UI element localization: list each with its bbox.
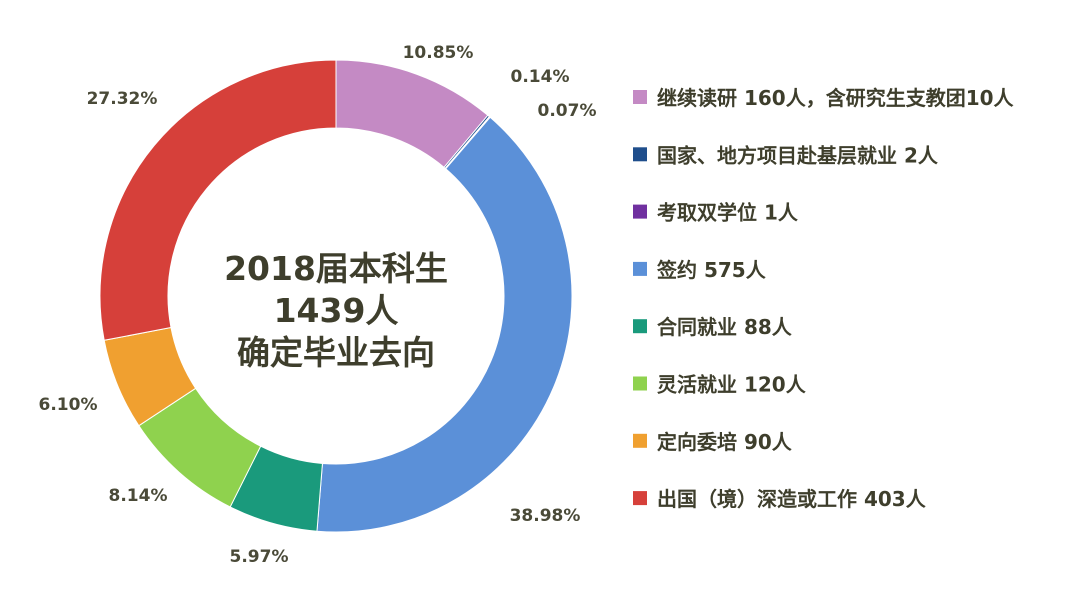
slice-label-0: 10.85% (403, 43, 474, 63)
legend-swatch-4 (633, 319, 647, 334)
slice-label-5: 8.14% (109, 486, 168, 506)
slice-labels: 10.85% 0.14% 0.07% 38.98% 5.97% 8.14% 6.10% 27.… (39, 43, 597, 567)
legend-swatch-6 (633, 433, 647, 448)
donut-slices (99, 59, 573, 533)
legend-label-2: 考取双学位 1人 (657, 201, 799, 225)
legend-label-5: 灵活就业 120人 (657, 373, 807, 397)
center-text: 2018届本科生 1439人 确定毕业去向 (224, 249, 448, 372)
slice-label-2: 0.07% (538, 101, 597, 121)
slice-label-1: 0.14% (511, 67, 570, 87)
legend-label-3: 签约 575人 (656, 258, 767, 282)
legend-swatch-1 (633, 147, 647, 162)
legend-label-1: 国家、地方项目赴基层就业 2人 (657, 143, 939, 167)
legend-swatch-5 (633, 376, 647, 391)
legend-label-4: 合同就业 88人 (657, 315, 793, 339)
slice-label-3: 38.98% (510, 506, 581, 526)
legend-label-7: 出国（境）深造或工作 403人 (657, 487, 927, 511)
legend-label-6: 定向委培 90人 (657, 430, 793, 454)
slice-3 (316, 116, 573, 533)
legend-swatch-3 (633, 261, 647, 276)
slice-label-7: 27.32% (87, 89, 158, 109)
center-line-2: 1439人 (274, 291, 399, 330)
center-line-3: 确定毕业去向 (237, 333, 435, 372)
legend-label-0: 继续读研 160人，含研究生支教团10人 (657, 86, 1015, 110)
legend-swatch-0 (633, 90, 647, 104)
slice-label-6: 6.10% (39, 395, 98, 415)
legend-swatch-7 (633, 491, 647, 506)
slice-label-4: 5.97% (230, 547, 289, 567)
center-line-1: 2018届本科生 (224, 249, 448, 288)
slice-7 (99, 59, 337, 341)
legend-swatch-2 (633, 204, 647, 219)
